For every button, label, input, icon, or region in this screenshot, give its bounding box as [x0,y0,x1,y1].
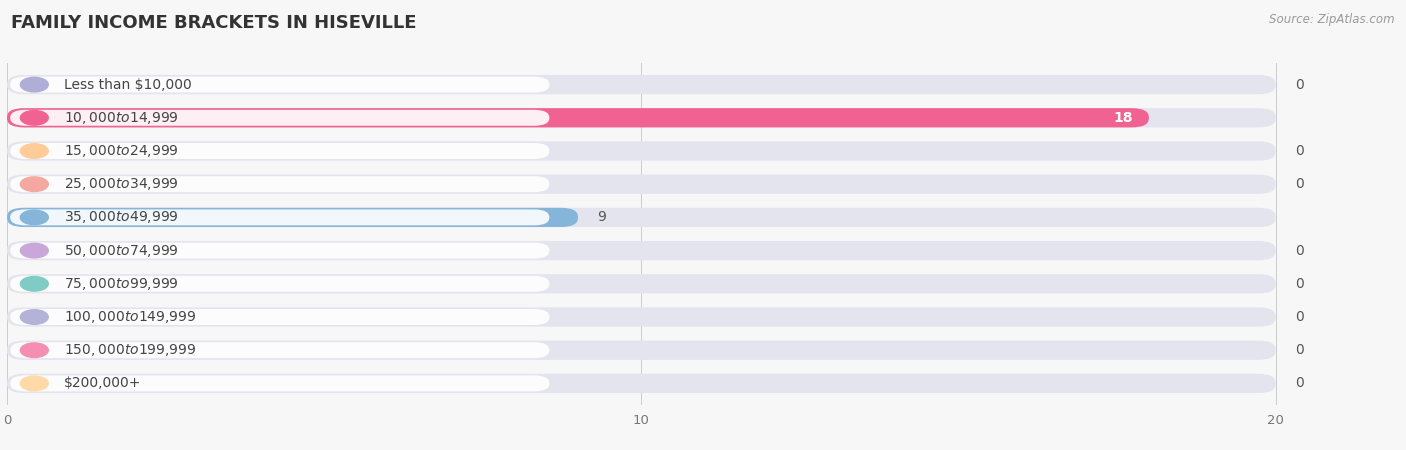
FancyBboxPatch shape [7,374,1275,393]
FancyBboxPatch shape [7,108,1149,127]
Text: $50,000 to $74,999: $50,000 to $74,999 [65,243,179,259]
FancyBboxPatch shape [7,341,1275,360]
Text: 0: 0 [1295,243,1303,257]
FancyBboxPatch shape [7,241,1275,260]
FancyBboxPatch shape [10,76,550,93]
Text: 0: 0 [1295,376,1303,391]
FancyBboxPatch shape [10,342,550,358]
Circle shape [20,343,48,357]
Text: 18: 18 [1114,111,1133,125]
FancyBboxPatch shape [7,141,1275,161]
FancyBboxPatch shape [10,143,550,159]
FancyBboxPatch shape [7,75,1275,94]
Text: $100,000 to $149,999: $100,000 to $149,999 [65,309,197,325]
Text: 9: 9 [598,211,606,225]
FancyBboxPatch shape [10,276,550,292]
Circle shape [20,276,48,291]
Text: $10,000 to $14,999: $10,000 to $14,999 [65,110,179,126]
Circle shape [20,144,48,158]
FancyBboxPatch shape [7,175,1275,194]
Text: 0: 0 [1295,144,1303,158]
FancyBboxPatch shape [7,208,578,227]
FancyBboxPatch shape [10,243,550,259]
Text: $15,000 to $24,999: $15,000 to $24,999 [65,143,179,159]
FancyBboxPatch shape [10,375,550,392]
Circle shape [20,177,48,192]
Text: $150,000 to $199,999: $150,000 to $199,999 [65,342,197,358]
FancyBboxPatch shape [7,307,1275,327]
Circle shape [20,310,48,324]
Circle shape [20,376,48,391]
Text: 0: 0 [1295,310,1303,324]
Circle shape [20,111,48,125]
Circle shape [20,77,48,92]
Text: $35,000 to $49,999: $35,000 to $49,999 [65,209,179,225]
Text: 0: 0 [1295,277,1303,291]
Text: $75,000 to $99,999: $75,000 to $99,999 [65,276,179,292]
Text: 0: 0 [1295,177,1303,191]
Circle shape [20,243,48,258]
FancyBboxPatch shape [10,110,550,126]
Text: FAMILY INCOME BRACKETS IN HISEVILLE: FAMILY INCOME BRACKETS IN HISEVILLE [11,14,416,32]
FancyBboxPatch shape [10,209,550,225]
Text: Source: ZipAtlas.com: Source: ZipAtlas.com [1270,14,1395,27]
FancyBboxPatch shape [7,108,1275,127]
FancyBboxPatch shape [7,208,1275,227]
Text: 0: 0 [1295,343,1303,357]
FancyBboxPatch shape [10,309,550,325]
FancyBboxPatch shape [10,176,550,192]
Text: $25,000 to $34,999: $25,000 to $34,999 [65,176,179,192]
Circle shape [20,210,48,225]
FancyBboxPatch shape [7,274,1275,293]
Text: Less than $10,000: Less than $10,000 [65,77,191,92]
Text: 0: 0 [1295,77,1303,92]
Text: $200,000+: $200,000+ [65,376,142,391]
